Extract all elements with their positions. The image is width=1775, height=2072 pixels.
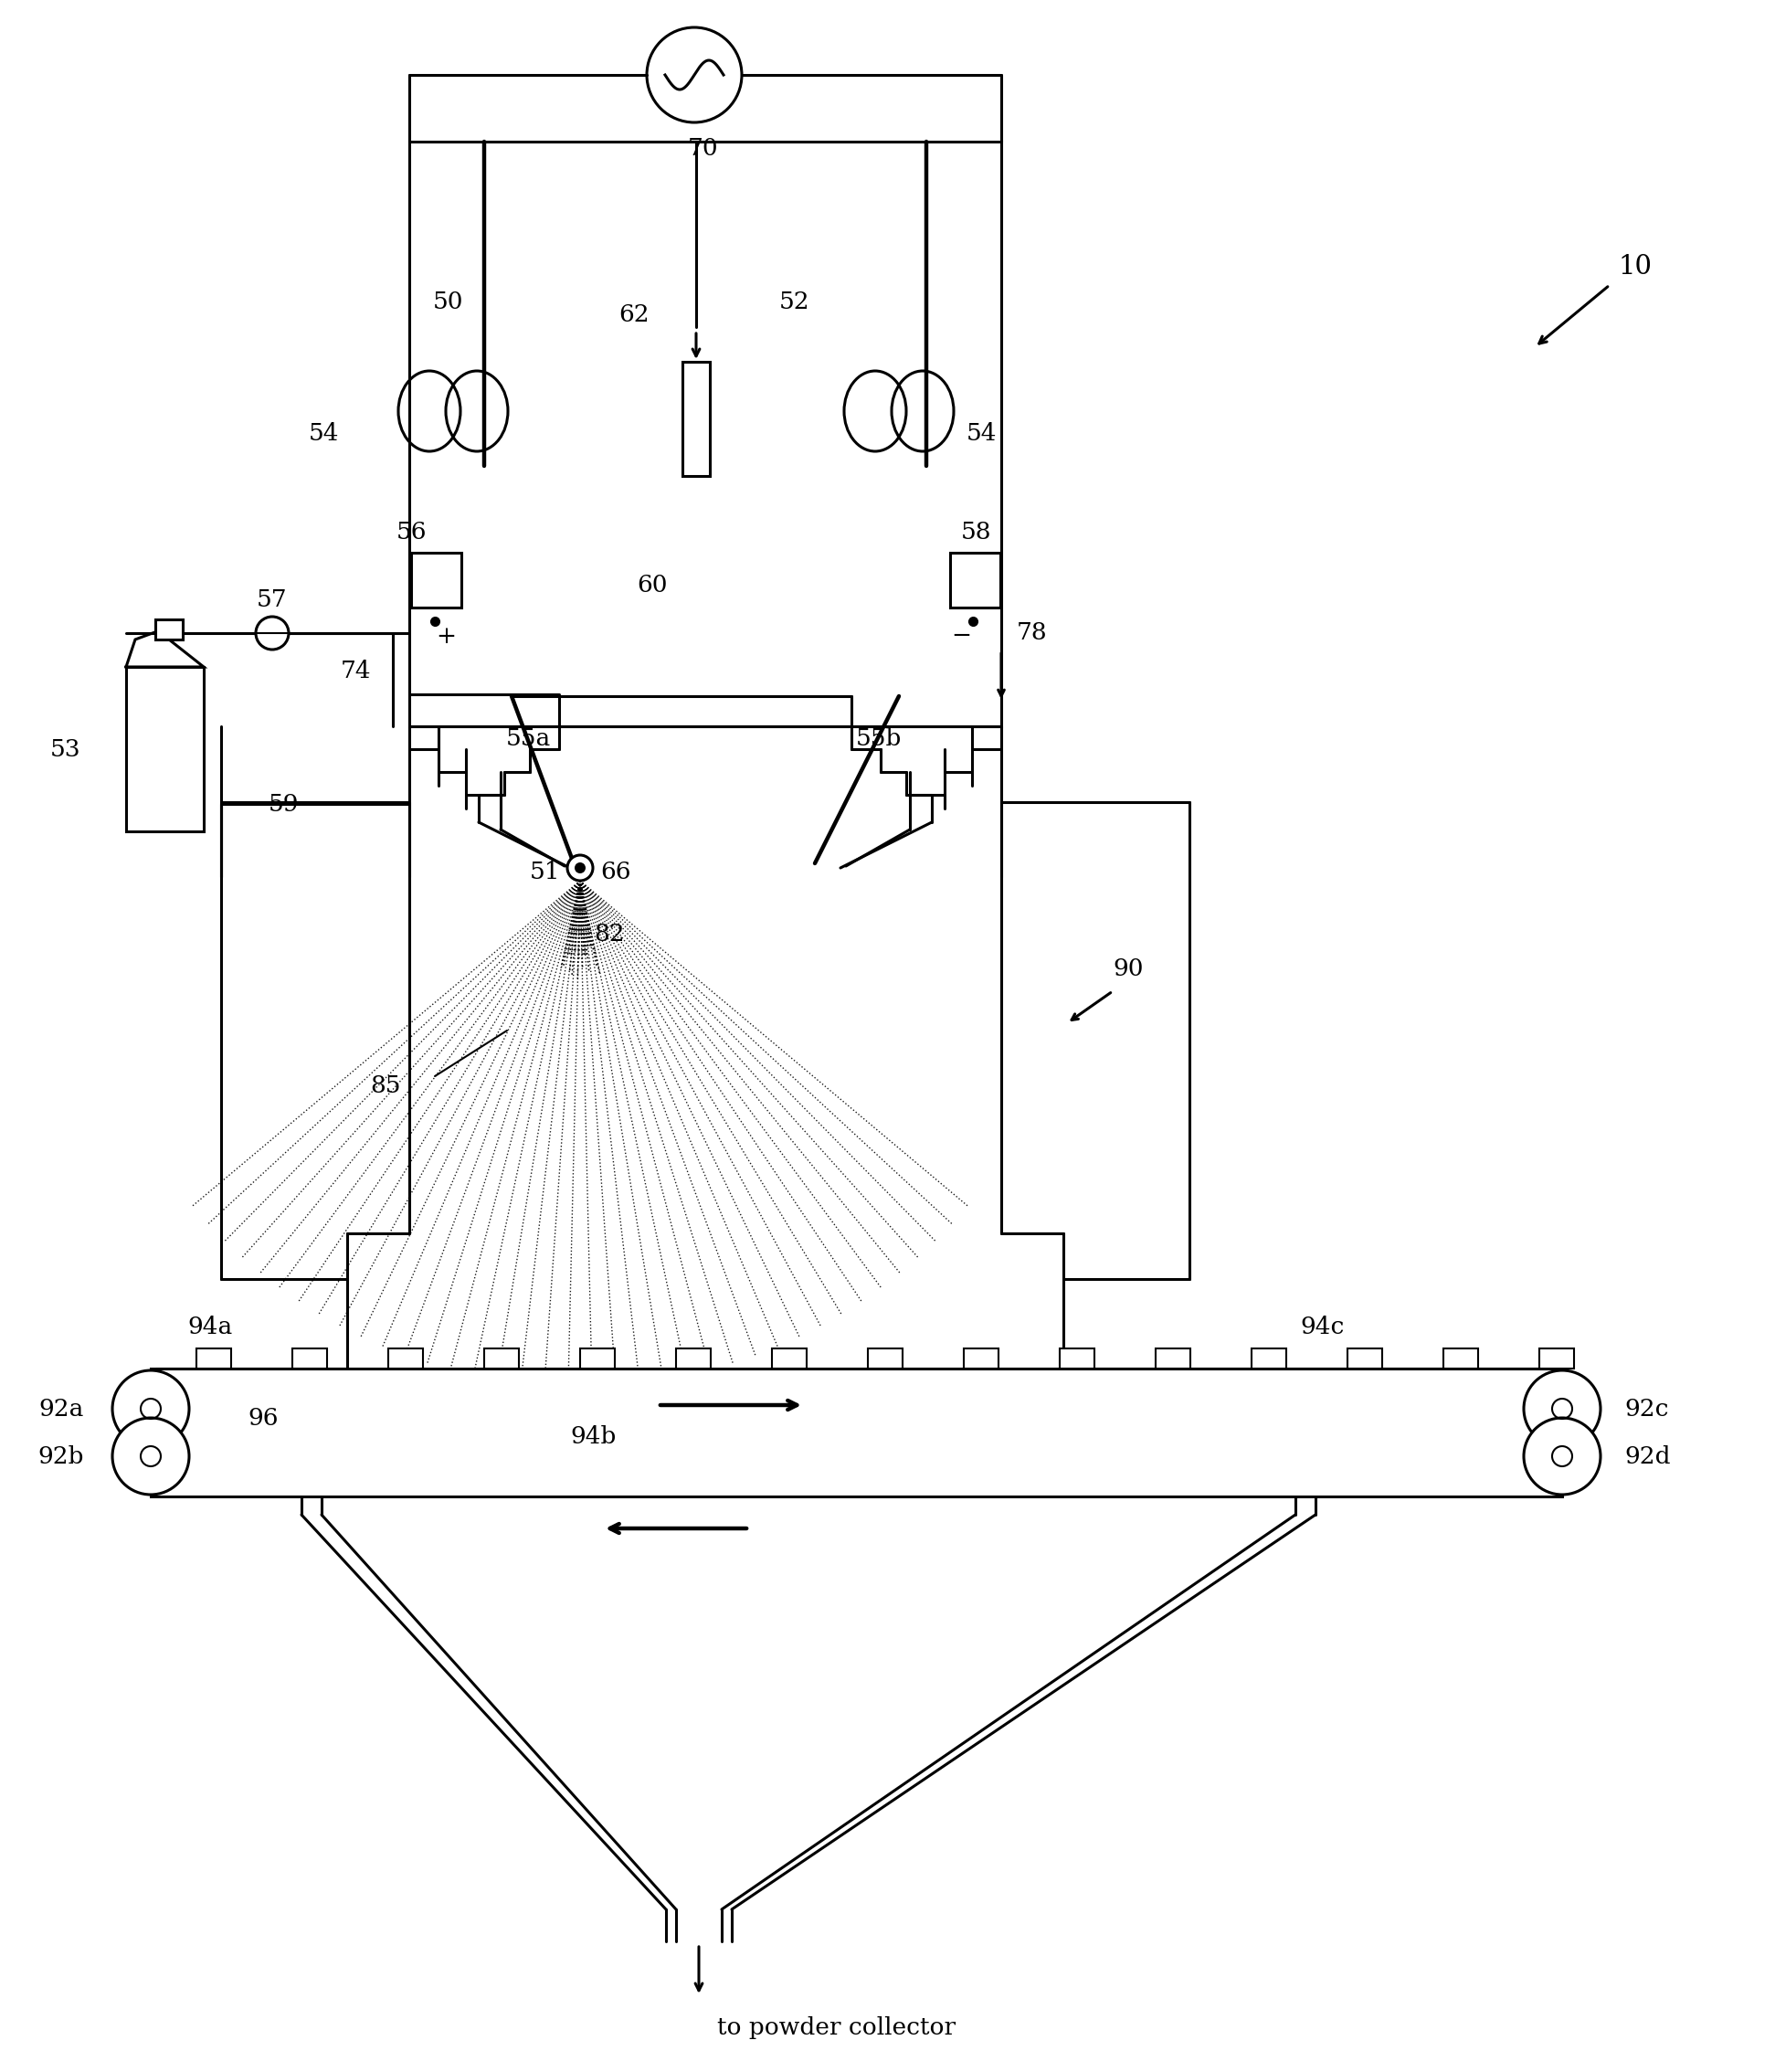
Text: 60: 60 [637, 574, 667, 597]
Text: 59: 59 [268, 792, 298, 816]
Bar [1156, 1349, 1191, 1368]
Text: to powder collector: to powder collector [717, 2016, 955, 2039]
Bar [1443, 1349, 1479, 1368]
Text: 56: 56 [396, 522, 426, 545]
Bar [389, 1349, 422, 1368]
Bar [964, 1349, 999, 1368]
Circle shape [1523, 1417, 1601, 1494]
Bar [676, 1349, 710, 1368]
Text: +: + [435, 624, 456, 646]
Bar [1539, 1349, 1574, 1368]
Bar [154, 620, 183, 640]
Text: 90: 90 [1113, 957, 1143, 980]
Text: 54: 54 [309, 423, 339, 445]
Circle shape [1523, 1370, 1601, 1446]
Text: 74: 74 [341, 661, 371, 684]
Text: 10: 10 [1619, 255, 1653, 280]
Text: 96: 96 [249, 1407, 279, 1430]
Bar [410, 141, 1001, 727]
Bar [1251, 1349, 1287, 1368]
Text: 57: 57 [257, 588, 288, 611]
Text: 92c: 92c [1624, 1397, 1668, 1419]
Bar [412, 553, 462, 607]
Bar [293, 1349, 327, 1368]
Bar [772, 1349, 806, 1368]
Text: −: − [951, 624, 971, 646]
Bar [485, 1349, 518, 1368]
Text: 94a: 94a [188, 1316, 233, 1339]
Text: 70: 70 [689, 137, 719, 160]
Bar [868, 1349, 902, 1368]
Text: 53: 53 [50, 738, 80, 760]
Text: 78: 78 [1017, 622, 1047, 644]
Text: 55a: 55a [506, 727, 550, 750]
Circle shape [112, 1417, 190, 1494]
Circle shape [256, 617, 289, 649]
Text: 82: 82 [595, 922, 625, 945]
Bar [682, 363, 710, 477]
Bar [126, 667, 204, 831]
Circle shape [568, 856, 593, 881]
Bar [151, 1368, 1562, 1496]
Text: 92d: 92d [1624, 1444, 1670, 1467]
Text: 85: 85 [371, 1073, 401, 1096]
Text: 66: 66 [600, 862, 630, 885]
Text: 92b: 92b [37, 1444, 83, 1467]
Text: 54: 54 [966, 423, 996, 445]
Text: 92a: 92a [39, 1397, 83, 1419]
Text: 50: 50 [433, 290, 463, 313]
Bar [1060, 1349, 1095, 1368]
Text: 58: 58 [960, 522, 990, 545]
Bar [580, 1349, 614, 1368]
Text: 52: 52 [779, 290, 809, 313]
Text: 55b: 55b [856, 727, 902, 750]
Text: 62: 62 [619, 305, 650, 327]
Text: 94b: 94b [572, 1426, 616, 1448]
Bar [950, 553, 1001, 607]
Bar [197, 1349, 231, 1368]
Text: 94c: 94c [1301, 1316, 1345, 1339]
Text: 51: 51 [529, 862, 559, 885]
Bar [1347, 1349, 1383, 1368]
Circle shape [575, 862, 586, 874]
Circle shape [112, 1370, 190, 1446]
